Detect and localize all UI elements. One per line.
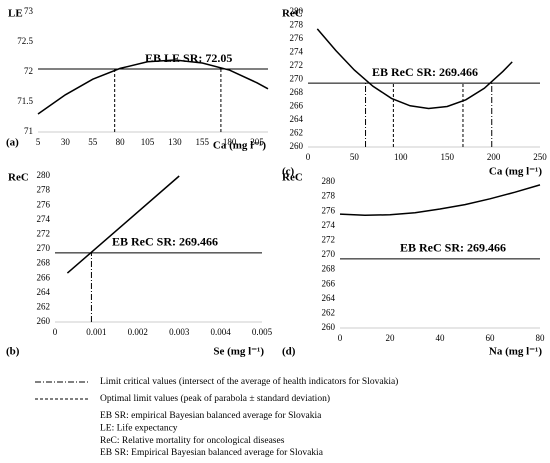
y-tick-label: 260 xyxy=(322,322,336,332)
y-tick-label: 71.5 xyxy=(17,96,33,106)
x-tick-label: 30 xyxy=(61,137,71,147)
legend-label: Optimal limit values (peak of parabola ±… xyxy=(100,393,330,404)
y-tick-label: 276 xyxy=(290,33,304,43)
curve xyxy=(66,175,180,274)
x-tick-label: 0.001 xyxy=(86,327,106,337)
note: ReC: Relative mortality for oncological … xyxy=(100,435,285,446)
note: LE: Life expectancy xyxy=(100,422,178,433)
x-axis-label: Ca (mg l⁻¹) xyxy=(213,140,266,152)
y-tick-label: 72.5 xyxy=(17,36,33,46)
x-tick-label: 155 xyxy=(196,137,210,147)
y-tick-label: 264 xyxy=(290,114,304,124)
panel-label: (b) xyxy=(6,346,20,358)
y-axis-label: ReC xyxy=(282,8,303,20)
y-tick-label: 262 xyxy=(37,301,51,311)
y-tick-label: 262 xyxy=(290,128,304,138)
y-tick-label: 264 xyxy=(37,287,51,297)
y-axis-label: ReC xyxy=(8,172,29,184)
y-tick-label: 280 xyxy=(37,170,51,180)
y-tick-label: 274 xyxy=(322,220,336,230)
x-tick-label: 20 xyxy=(386,333,396,343)
panel-label: (d) xyxy=(282,346,296,358)
y-tick-label: 260 xyxy=(290,141,304,151)
x-axis-label: Ca (mg l⁻¹) xyxy=(489,166,542,178)
x-tick-label: 0 xyxy=(306,152,311,162)
y-tick-label: 280 xyxy=(322,176,336,186)
y-tick-label: 270 xyxy=(290,74,304,84)
y-tick-label: 268 xyxy=(37,258,51,268)
x-tick-label: 0.004 xyxy=(210,327,231,337)
curve xyxy=(37,59,269,115)
x-tick-label: 130 xyxy=(168,137,182,147)
x-axis-label: Se (mg l⁻¹) xyxy=(213,346,264,358)
y-tick-label: 72 xyxy=(24,66,33,76)
x-tick-label: 0.002 xyxy=(128,327,148,337)
x-tick-label: 80 xyxy=(536,333,546,343)
y-tick-label: 276 xyxy=(37,199,51,209)
y-tick-label: 264 xyxy=(322,293,336,303)
x-tick-label: 250 xyxy=(533,152,547,162)
curve xyxy=(339,184,541,216)
x-tick-label: 0.005 xyxy=(252,327,273,337)
x-tick-label: 0 xyxy=(53,327,58,337)
y-tick-label: 268 xyxy=(322,264,336,274)
x-tick-label: 80 xyxy=(116,137,126,147)
x-tick-label: 105 xyxy=(141,137,155,147)
y-tick-label: 73 xyxy=(24,6,34,16)
y-tick-label: 270 xyxy=(37,243,51,253)
x-tick-label: 200 xyxy=(487,152,501,162)
x-tick-label: 55 xyxy=(88,137,98,147)
note: EB SR: Empirical Bayesian balanced avera… xyxy=(100,447,324,458)
reference-label: EB ReC SR: 269.466 xyxy=(400,241,506,255)
y-tick-label: 274 xyxy=(37,214,51,224)
y-tick-label: 276 xyxy=(322,205,336,215)
y-tick-label: 260 xyxy=(37,316,51,326)
y-axis-label: ReC xyxy=(282,172,303,184)
x-tick-label: 50 xyxy=(350,152,360,162)
x-tick-label: 100 xyxy=(394,152,408,162)
y-tick-label: 272 xyxy=(290,60,304,70)
y-tick-label: 278 xyxy=(290,20,304,30)
panel-label: (c) xyxy=(282,166,295,178)
y-axis-label: LE xyxy=(8,8,23,20)
y-tick-label: 71 xyxy=(24,126,33,136)
x-tick-label: 60 xyxy=(486,333,496,343)
y-tick-label: 272 xyxy=(37,228,51,238)
x-tick-label: 150 xyxy=(440,152,454,162)
x-tick-label: 40 xyxy=(436,333,446,343)
reference-label: EB ReC SR: 269.466 xyxy=(372,65,478,79)
y-tick-label: 278 xyxy=(322,191,336,201)
panel-label: (a) xyxy=(6,137,19,149)
y-tick-label: 280 xyxy=(290,6,304,16)
reference-label: EB ReC SR: 269.466 xyxy=(112,235,218,249)
y-tick-label: 272 xyxy=(322,234,336,244)
x-axis-label: Na (mg l⁻¹) xyxy=(489,346,542,358)
y-tick-label: 270 xyxy=(322,249,336,259)
y-tick-label: 266 xyxy=(290,101,304,111)
y-tick-label: 262 xyxy=(322,307,336,317)
y-tick-label: 266 xyxy=(37,272,51,282)
curve xyxy=(316,28,513,110)
x-tick-label: 205 xyxy=(250,137,264,147)
note: EB SR: empirical Bayesian balanced avera… xyxy=(100,410,322,421)
reference-label: EB LE SR: 72.05 xyxy=(145,51,232,65)
legend-label: Limit critical values (intersect of the … xyxy=(100,376,398,387)
y-tick-label: 274 xyxy=(290,47,304,57)
y-tick-label: 266 xyxy=(322,278,336,288)
x-tick-label: 0.003 xyxy=(169,327,190,337)
x-tick-label: 5 xyxy=(36,137,41,147)
x-tick-label: 0 xyxy=(338,333,343,343)
y-tick-label: 278 xyxy=(37,185,51,195)
y-tick-label: 268 xyxy=(290,87,304,97)
x-tick-label: 180 xyxy=(223,137,237,147)
